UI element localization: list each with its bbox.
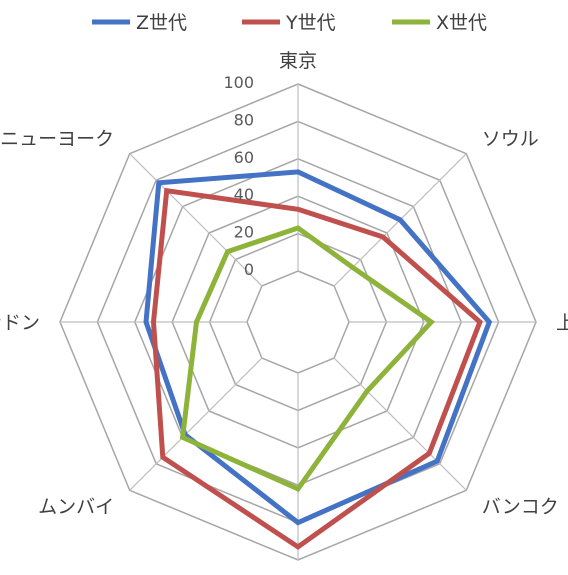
legend-label: Y世代 [285,12,336,34]
grid-ring-0 [246,270,350,374]
tick-label: 100 [223,73,254,92]
category-label: バンコク [482,496,559,518]
series-line-0 [143,169,493,526]
category-label: 上海 [556,312,568,334]
radar-tick-labels: 0 20 40 60 80 100 [223,73,254,279]
category-label: ソウル [482,128,539,150]
series-line-1 [150,187,483,550]
axis-spoke [129,357,263,491]
tick-label: 0 [244,260,254,279]
tick-label: 20 [234,223,254,242]
tick-label: 60 [234,148,254,167]
radar-category-labels: 東京ソウル上海バンコクジャカルタムンバイロンドンニューヨーク [0,50,568,518]
series-line-2 [179,225,436,493]
category-label: 東京 [279,50,317,72]
axis-spoke [333,357,467,491]
radar-series [143,169,493,550]
tick-label: 40 [234,185,254,204]
chart-legend: Z世代 Y世代 X世代 [92,12,487,34]
axis-spoke [129,153,263,287]
category-label: ムンバイ [38,496,114,518]
legend-label: Z世代 [136,12,187,34]
tick-label: 80 [234,110,254,129]
category-label: ロンドン [0,312,40,334]
category-label: ニューヨーク [0,128,114,150]
legend-label: X世代 [436,12,487,34]
